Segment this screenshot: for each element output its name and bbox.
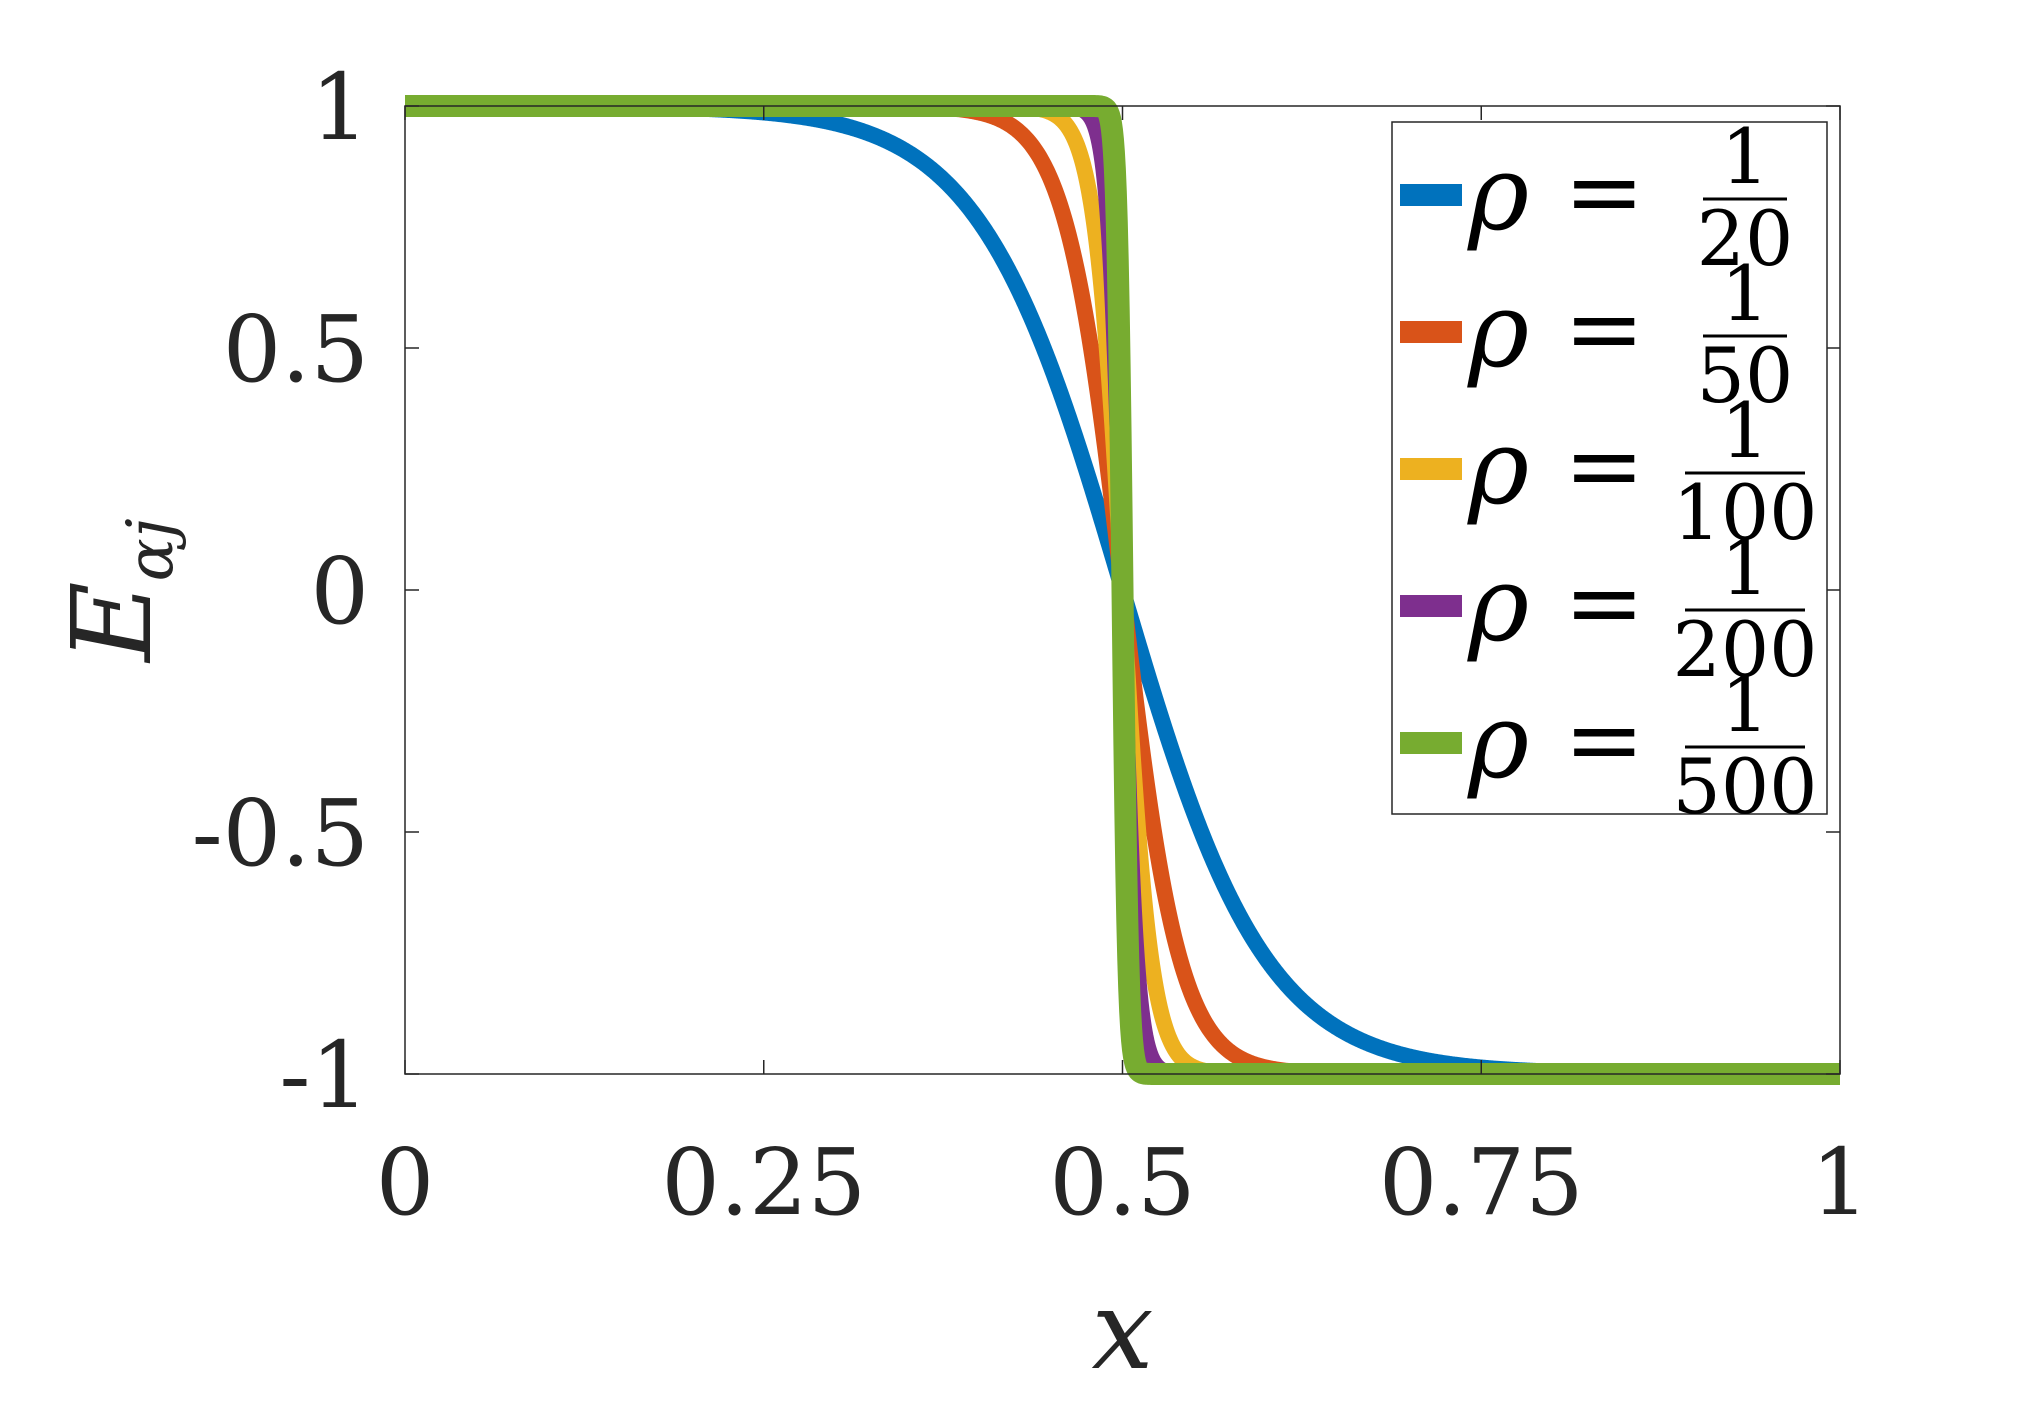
legend-equals: = [1564,684,1644,796]
legend-rho-symbol: ρ [1467,680,1529,802]
y-axis-label-text: Eαj [48,518,188,663]
y-axis-label-subscript: αj [114,518,188,581]
x-tick-labels: 0 0.25 0.5 0.75 1 [376,1129,1870,1236]
y-tick-labels: -1 -0.5 0 0.5 1 [192,54,369,1129]
tick-marks [404,105,1841,1075]
x-tick-label: 0.25 [661,1129,866,1236]
x-tick-label: 1 [1811,1129,1870,1236]
legend-numerator: 1 [1721,386,1769,475]
legend-denominator: 500 [1672,742,1817,831]
x-axis-label: x [1091,1266,1153,1394]
legend-denominator: 20 [1697,194,1794,283]
legend-box [1391,121,1828,815]
y-tick-label: 1 [310,54,369,161]
legend-denominator: 100 [1672,468,1817,557]
y-axis-label-main: E [48,581,176,663]
legend-equals: = [1564,136,1644,248]
legend-rho-symbol: ρ [1467,269,1529,391]
x-tick-label: 0 [376,1129,435,1236]
legend-numerator: 1 [1721,249,1769,338]
y-tick-label: -1 [279,1022,369,1129]
y-tick-label: 0 [310,538,369,645]
legend-entry: ρ = 150 [1400,249,1793,420]
y-tick-label: 0.5 [223,296,369,403]
x-tick-label: 0.75 [1379,1129,1584,1236]
legend-rho-symbol: ρ [1467,132,1529,254]
y-tick-label: -0.5 [192,780,369,887]
legend-numerator: 1 [1721,112,1769,201]
legend-denominator: 50 [1697,331,1794,420]
legend-equals: = [1564,410,1644,522]
y-axis-label: Eαj [48,518,188,663]
legend-numerator: 1 [1721,523,1769,612]
legend-denominator: 200 [1672,605,1817,694]
legend-equals: = [1564,547,1644,659]
legend-numerator: 1 [1721,660,1769,749]
legend-rho-symbol: ρ [1467,406,1529,528]
legend-entry: ρ = 120 [1400,112,1793,283]
legend-rho-symbol: ρ [1467,543,1529,665]
x-tick-label: 0.5 [1049,1129,1195,1236]
legend-equals: = [1564,273,1644,385]
